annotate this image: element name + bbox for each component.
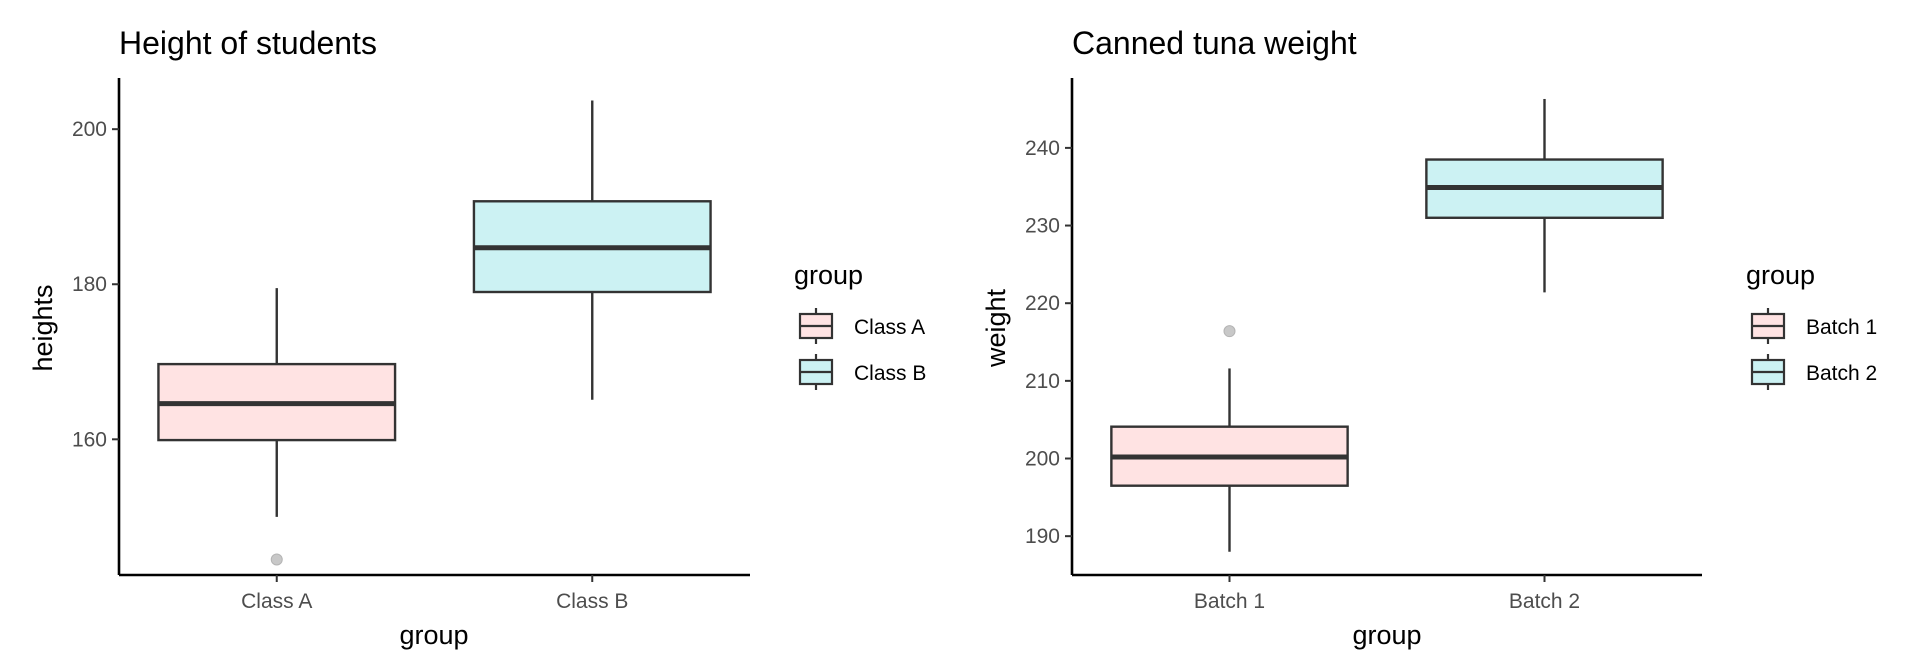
box-1 [157,288,397,566]
plot-area: 160 180 200 Class A Class B [72,78,750,613]
y-tick-label: 180 [72,273,107,296]
panel-heights: Height of students heights group 160 180 2… [28,25,926,650]
chart-title: Canned tuna weight [1072,25,1357,61]
legend-item-1: Batch 1 [1750,308,1877,344]
x-axis-title: group [1352,620,1421,650]
legend: group Batch 1 Batch 2 [1746,260,1877,390]
y-axis-title: weight [981,288,1011,368]
x-tick-label: Batch 2 [1509,590,1580,613]
panel-weight: Canned tuna weight weight group 190 200 21… [981,25,1877,650]
box-1 [1110,325,1349,552]
y-tick-label: 220 [1025,292,1060,315]
y-tick-label: 200 [1025,448,1060,471]
box-2 [1425,98,1664,293]
legend-item-2: Class B [798,354,926,390]
legend-label: Class B [854,362,926,385]
y-tick-label: 230 [1025,215,1060,238]
x-tick-label: Batch 1 [1194,590,1265,613]
y-tick-label: 200 [72,118,107,141]
plot-area: 190 200 210 220 230 240 Batch 1 Batch 2 [1025,78,1702,613]
legend-label: Class A [854,316,925,339]
legend-title: group [1746,260,1815,290]
box-2 [472,100,712,400]
chart-title: Height of students [119,25,377,61]
x-tick-label: Class A [241,590,312,613]
y-tick-label: 160 [72,428,107,451]
legend-keys: Class A Class B [798,308,926,390]
y-axis-title: heights [28,284,58,371]
x-axis-title: group [399,620,468,650]
legend-label: Batch 2 [1806,362,1877,385]
legend-item-2: Batch 2 [1750,354,1877,390]
y-tick-label: 210 [1025,370,1060,393]
outlier-point [1223,325,1236,338]
y-tick-label: 240 [1025,137,1060,160]
legend-keys: Batch 1 Batch 2 [1750,308,1877,390]
legend-label: Batch 1 [1806,316,1877,339]
legend-title: group [794,260,863,290]
outlier-point [270,553,283,566]
x-tick-label: Class B [556,590,628,613]
legend-item-1: Class A [798,308,925,344]
y-tick-label: 190 [1025,525,1060,548]
legend: group Class A Class B [794,260,926,390]
